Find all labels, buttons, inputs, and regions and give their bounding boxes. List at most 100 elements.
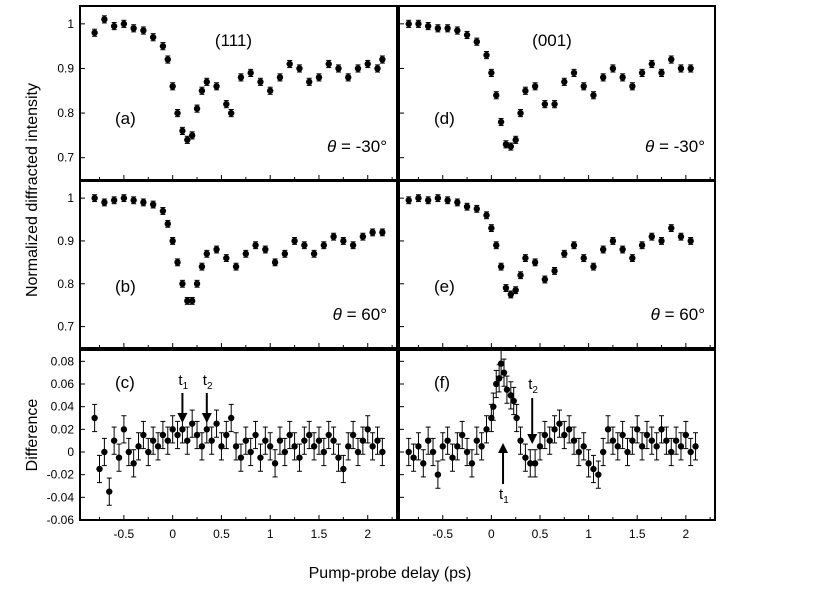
data-point [310, 443, 318, 450]
data-point [223, 100, 230, 108]
data-point [252, 242, 259, 249]
data-point [561, 78, 568, 86]
data-point [281, 448, 289, 456]
data-point [561, 431, 568, 439]
x-tick-label: 0.5 [213, 527, 230, 541]
data-point [379, 448, 386, 456]
data-point [257, 454, 264, 461]
data-point [405, 448, 412, 456]
y-tick-label: 1 [67, 17, 74, 31]
data-point [454, 199, 461, 206]
x-tick-label: 1.5 [311, 527, 328, 541]
data-point [267, 87, 274, 94]
data-point [415, 443, 422, 450]
data-point [135, 443, 142, 450]
data-point [648, 233, 655, 240]
data-point [405, 20, 412, 28]
data-point [648, 60, 655, 68]
data-point [262, 246, 269, 253]
data-point [276, 437, 284, 444]
data-point [653, 443, 660, 450]
data-point [179, 127, 186, 135]
data-point [497, 118, 505, 126]
y-tick-label: 0.06 [51, 377, 75, 391]
data-point [507, 291, 515, 298]
panel-label: (f) [434, 373, 450, 392]
data-point [315, 74, 323, 81]
data-point [296, 65, 303, 72]
data-point [320, 448, 328, 456]
data-point [149, 34, 157, 41]
data-point [483, 51, 490, 59]
data-point [232, 443, 240, 450]
data-point [184, 437, 191, 444]
data-point [444, 197, 451, 204]
panel-b: 0.7 0.8 0.9 1 (b) θ = 60° [57, 180, 398, 349]
data-point [345, 443, 352, 450]
data-point [590, 263, 597, 270]
data-point [614, 443, 621, 450]
data-point [315, 437, 323, 444]
data-point [301, 437, 308, 444]
data-point [120, 426, 128, 433]
data-point [110, 197, 118, 204]
column-title: (111) [215, 31, 252, 50]
data-point [546, 437, 553, 444]
theta-symbol: θ [651, 305, 661, 324]
data-point [227, 109, 235, 117]
panel-label: (c) [115, 373, 135, 392]
data-point [570, 242, 578, 249]
y-tick-label: 1 [67, 191, 74, 205]
data-point [140, 199, 147, 206]
data-point [638, 443, 646, 450]
data-point [463, 203, 471, 210]
data-point [325, 60, 332, 68]
data-point [473, 205, 480, 213]
data-point [335, 454, 342, 461]
data-point [429, 448, 437, 456]
theta-value: = -30° [654, 137, 705, 156]
data-point [110, 437, 118, 444]
data-point [159, 207, 167, 215]
data-point [145, 448, 152, 456]
data-point [198, 263, 206, 270]
data-point [439, 443, 446, 450]
data-point [198, 443, 206, 450]
x-tick-label: 1.5 [629, 527, 646, 541]
y-tick-label: 0.8 [57, 106, 74, 120]
data-point [663, 437, 670, 444]
data-point [340, 465, 347, 473]
data-point [410, 454, 417, 461]
data-point [232, 263, 240, 270]
data-point [677, 443, 685, 450]
data-point [619, 74, 626, 81]
data-point [101, 448, 108, 456]
data-point [374, 65, 381, 72]
data-point [658, 69, 665, 77]
data-point [590, 92, 597, 99]
data-point [291, 237, 298, 245]
data-point [184, 297, 191, 305]
t2-label: t2 [528, 376, 538, 396]
data-point [291, 443, 298, 450]
data-point [599, 246, 607, 253]
data-point [257, 78, 264, 86]
data-point [310, 250, 318, 257]
data-point [120, 20, 128, 28]
data-point [276, 74, 284, 81]
data-point [604, 426, 612, 433]
data-point [354, 65, 362, 72]
data-point [320, 242, 328, 249]
data-point [130, 197, 137, 204]
data-point [463, 448, 471, 456]
data-point [193, 280, 201, 287]
data-point [369, 443, 376, 450]
t1-base: t [178, 372, 183, 389]
panel-label: (a) [115, 109, 136, 128]
data-point [223, 431, 230, 439]
y-tick-label: 0.7 [57, 320, 74, 334]
data-point [169, 237, 176, 245]
data-point [330, 233, 337, 240]
data-point [580, 254, 587, 262]
t1-sub: 1 [503, 495, 509, 506]
